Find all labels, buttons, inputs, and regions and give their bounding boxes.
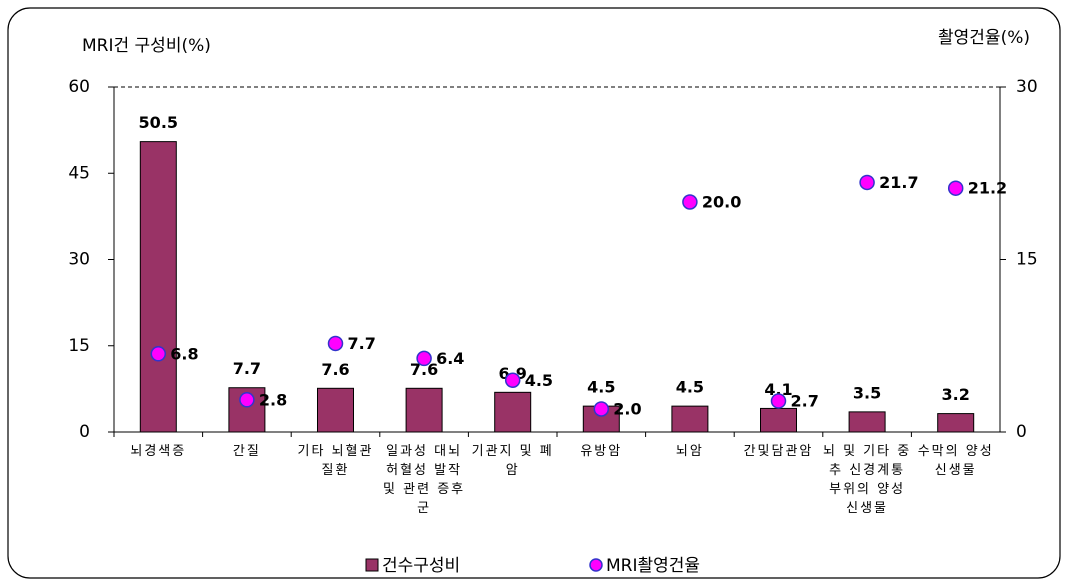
y2-tick-label: 30 [1016,77,1038,97]
legend-label: 건수구성비 [382,556,460,576]
y-tick-label: 60 [68,77,90,97]
point [150,346,167,362]
point [770,393,787,409]
x-tick-label-box: 뇌경색증 [130,444,187,459]
x-tick-label: 뇌경색증 [130,444,187,459]
legend-swatch [365,558,379,572]
y-tick-label: 45 [68,163,90,183]
x-tick-label: 간및담관암 [743,444,814,459]
x-tick-label-box: 간및담관암 [743,444,814,459]
point [593,401,610,417]
x-tick-label-box: 유방암 [580,444,623,459]
bar [139,141,177,433]
data-label: 4.1 [764,380,792,399]
bar [760,407,797,433]
y2-tick-label: 15 [1016,250,1038,270]
data-label: 2.7 [791,391,819,410]
y-axis-title: MRI건 구성비(%) [82,36,211,56]
point [859,174,875,191]
data-label: 4.5 [525,371,553,390]
bar [405,387,443,433]
point [327,335,344,352]
data-label: 4.5 [676,378,704,397]
data-label: 3.2 [942,385,970,404]
bar [494,391,532,433]
x-tick-label: 기타 뇌혈관 질환 [297,444,374,478]
bar [317,387,354,433]
data-label: 6.8 [170,344,198,363]
x-tick-label-box: 수막의 양성신생물 [917,444,994,478]
y-tick-label: 0 [79,422,90,442]
y-tick-label: 30 [68,250,90,270]
y-tick-label: 15 [68,336,90,356]
x-tick-label-box: 뇌 및 기타 중추 신경계통 부위의 양성신생물 [822,444,912,516]
point [682,194,698,210]
y2-tick-label: 0 [1016,422,1027,442]
bar [671,405,709,433]
data-label: 3.5 [853,383,881,402]
data-label: 7.6 [321,360,349,379]
x-tick-label-box: 기관지 및 폐암 [471,444,554,478]
bar [848,411,886,433]
bar [937,413,975,433]
legend-label: MRI촬영건율 [606,556,700,576]
point [947,180,964,196]
x-tick-label-box: 일과성 대뇌 허혈성 발작 및 관련 증후군 [383,444,466,516]
data-label: 50.5 [139,113,178,132]
x-tick-label: 유방암 [580,444,623,459]
point [239,392,255,408]
data-label: 21.7 [879,173,918,192]
y2-axis-title: 촬영건율(%) [938,28,1030,48]
point [504,372,521,388]
data-label: 4.5 [587,378,615,397]
x-tick-label: 뇌 및 기타 중추 신경계통 부위의 양성신생물 [822,444,912,516]
x-tick-label: 뇌암 [675,444,704,459]
data-label: 21.2 [968,179,1007,198]
chart-border [7,7,1061,579]
x-tick-label-box: 간질 [232,444,261,459]
data-label: 6.4 [436,349,464,368]
x-tick-label: 기관지 및 폐암 [471,444,554,478]
x-tick-label: 간질 [232,444,261,459]
x-tick-label-box: 기타 뇌혈관 질환 [297,444,374,478]
data-label: 7.6 [410,360,438,379]
data-label: 7.7 [233,359,261,378]
data-label: 2.8 [259,390,287,409]
x-tick-label: 수막의 양성신생물 [917,444,994,478]
data-label: 2.0 [613,400,641,419]
x-tick-label: 일과성 대뇌 허혈성 발작 및 관련 증후군 [383,444,466,516]
data-label: 7.7 [348,334,376,353]
point [416,350,432,367]
legend-swatch [589,558,603,572]
data-label: 20.0 [702,193,741,212]
x-tick-label-box: 뇌암 [675,444,704,459]
